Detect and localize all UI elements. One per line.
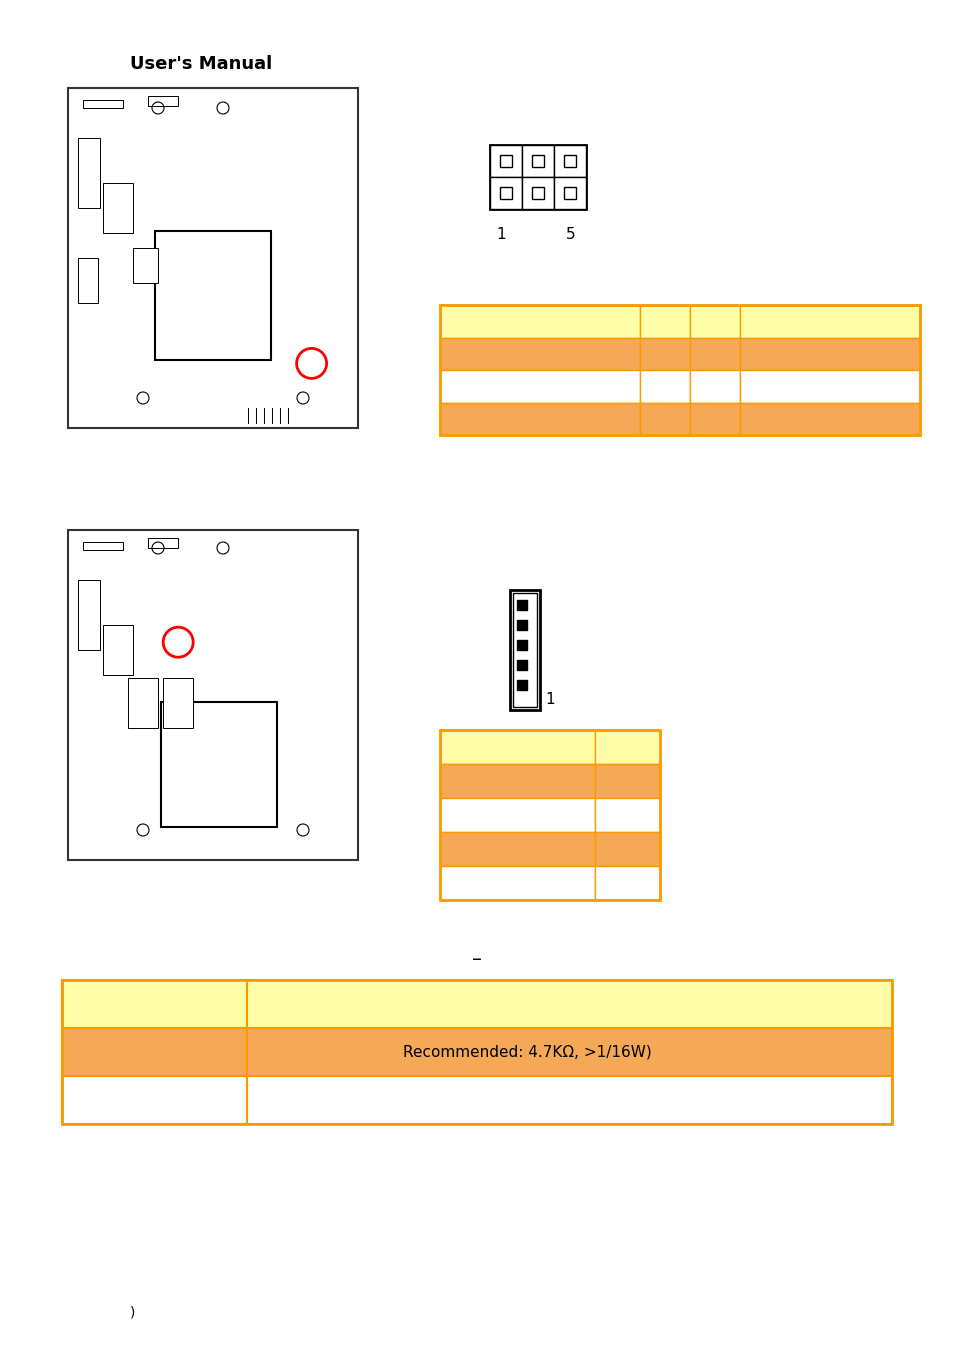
Bar	[83, 541, 123, 549]
Bar	[554, 144, 585, 177]
Bar	[521, 144, 554, 177]
Bar	[83, 100, 123, 108]
Bar	[62, 1027, 247, 1076]
Bar	[490, 144, 585, 209]
Bar	[439, 730, 659, 900]
Bar	[439, 832, 595, 865]
Bar	[532, 155, 543, 167]
Bar	[247, 980, 891, 1027]
Bar	[247, 1076, 891, 1125]
Bar	[439, 730, 595, 764]
Bar	[639, 305, 689, 338]
Bar	[78, 138, 100, 208]
Bar	[78, 580, 100, 649]
Bar	[490, 144, 521, 177]
Bar	[563, 188, 576, 198]
Bar	[595, 865, 659, 900]
Bar	[513, 593, 537, 707]
Bar	[439, 370, 639, 402]
Bar	[148, 539, 178, 548]
Text: 1: 1	[544, 693, 554, 707]
Bar	[439, 865, 595, 900]
Text: 1: 1	[496, 227, 505, 242]
Bar	[689, 305, 740, 338]
Bar	[148, 96, 178, 107]
Text: 5: 5	[566, 227, 576, 242]
Bar	[439, 764, 595, 798]
Bar	[247, 1027, 891, 1076]
Bar	[154, 231, 271, 360]
Bar	[740, 305, 919, 338]
Text: Recommended: 4.7KΩ, >1/16W): Recommended: 4.7KΩ, >1/16W)	[402, 1045, 651, 1060]
Bar	[517, 660, 526, 670]
Bar	[595, 832, 659, 865]
Bar	[439, 305, 639, 338]
Bar	[595, 798, 659, 832]
Bar	[689, 370, 740, 402]
Bar	[689, 402, 740, 435]
Bar	[639, 338, 689, 370]
Bar	[639, 402, 689, 435]
Bar	[595, 764, 659, 798]
Bar	[517, 620, 526, 630]
Bar	[68, 531, 357, 860]
Bar	[132, 248, 158, 284]
Bar	[103, 184, 132, 234]
Text: –: –	[472, 950, 481, 969]
Bar	[517, 680, 526, 690]
Bar	[740, 370, 919, 402]
Bar	[439, 798, 595, 832]
Bar	[439, 338, 639, 370]
Bar	[689, 338, 740, 370]
Bar	[128, 678, 158, 728]
Text: User's Manual: User's Manual	[130, 55, 272, 73]
Bar	[510, 590, 539, 710]
Bar	[554, 177, 585, 209]
Bar	[68, 88, 357, 428]
Bar	[161, 702, 276, 828]
Bar	[639, 370, 689, 402]
Bar	[499, 188, 512, 198]
Bar	[499, 155, 512, 167]
Bar	[517, 599, 526, 610]
Bar	[563, 155, 576, 167]
Bar	[439, 305, 919, 435]
Bar	[163, 678, 193, 728]
Bar	[521, 177, 554, 209]
Bar	[62, 980, 247, 1027]
Bar	[740, 402, 919, 435]
Bar	[62, 980, 891, 1125]
Bar	[103, 625, 132, 675]
Bar	[78, 258, 98, 302]
Bar	[517, 640, 526, 649]
Bar	[62, 1076, 247, 1125]
Bar	[439, 402, 639, 435]
Bar	[532, 188, 543, 198]
Bar	[595, 730, 659, 764]
Bar	[490, 177, 521, 209]
Text: ): )	[130, 1305, 135, 1319]
Bar	[740, 338, 919, 370]
